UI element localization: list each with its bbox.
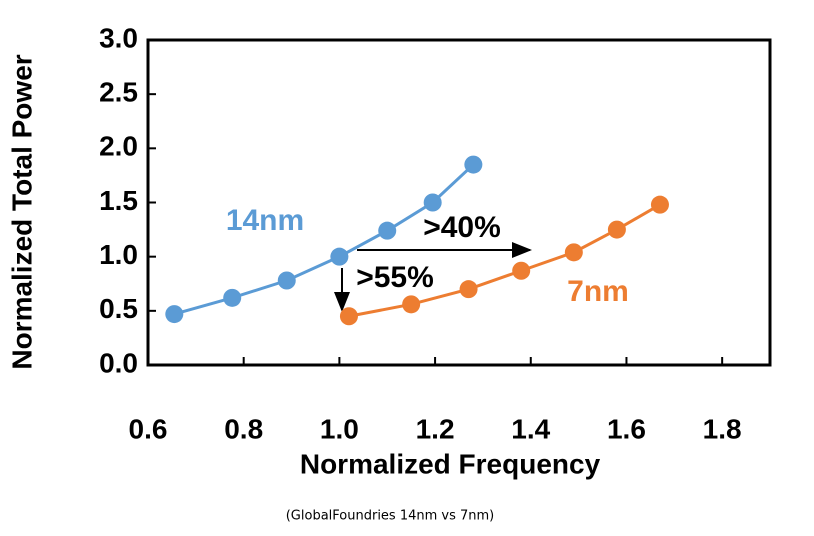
y-tick-label: 2.0	[99, 131, 138, 162]
plot-frame	[146, 38, 772, 367]
x-axis-title: Normalized Frequency	[300, 448, 601, 479]
x-tick-label: 0.8	[224, 413, 263, 444]
point	[512, 261, 531, 280]
y-tick-label: 3.0	[99, 22, 138, 53]
y-tick-label: 0.5	[99, 293, 138, 324]
x-tick-label: 0.6	[129, 413, 168, 444]
y-axis-title: Normalized Total Power	[6, 54, 37, 369]
point	[423, 193, 442, 212]
point	[330, 247, 349, 266]
y-tick-label: 2.5	[99, 77, 138, 108]
point	[607, 220, 626, 239]
annotation: >55%	[356, 261, 434, 294]
y-tick-label: 1.5	[99, 185, 138, 216]
point	[650, 195, 669, 214]
x-tick-label: 1.6	[607, 413, 646, 444]
point	[459, 280, 478, 299]
x-tick-label: 1.8	[703, 413, 742, 444]
series-label: 7nm	[567, 275, 629, 308]
annotation: >40%	[423, 211, 501, 244]
point	[464, 155, 483, 174]
caption: (GlobalFoundries 14nm vs 7nm)	[286, 509, 495, 524]
point	[564, 243, 583, 262]
y-tick-label: 0.0	[99, 347, 138, 378]
point	[402, 295, 421, 314]
point	[378, 221, 397, 240]
point	[165, 305, 184, 324]
x-tick-label: 1.0	[320, 413, 359, 444]
point	[339, 307, 358, 326]
point	[223, 288, 242, 307]
y-tick-label: 1.0	[99, 239, 138, 270]
series-label: 14nm	[226, 204, 304, 237]
point	[277, 271, 296, 290]
x-tick-label: 1.4	[511, 413, 550, 444]
x-tick-label: 1.2	[416, 413, 455, 444]
